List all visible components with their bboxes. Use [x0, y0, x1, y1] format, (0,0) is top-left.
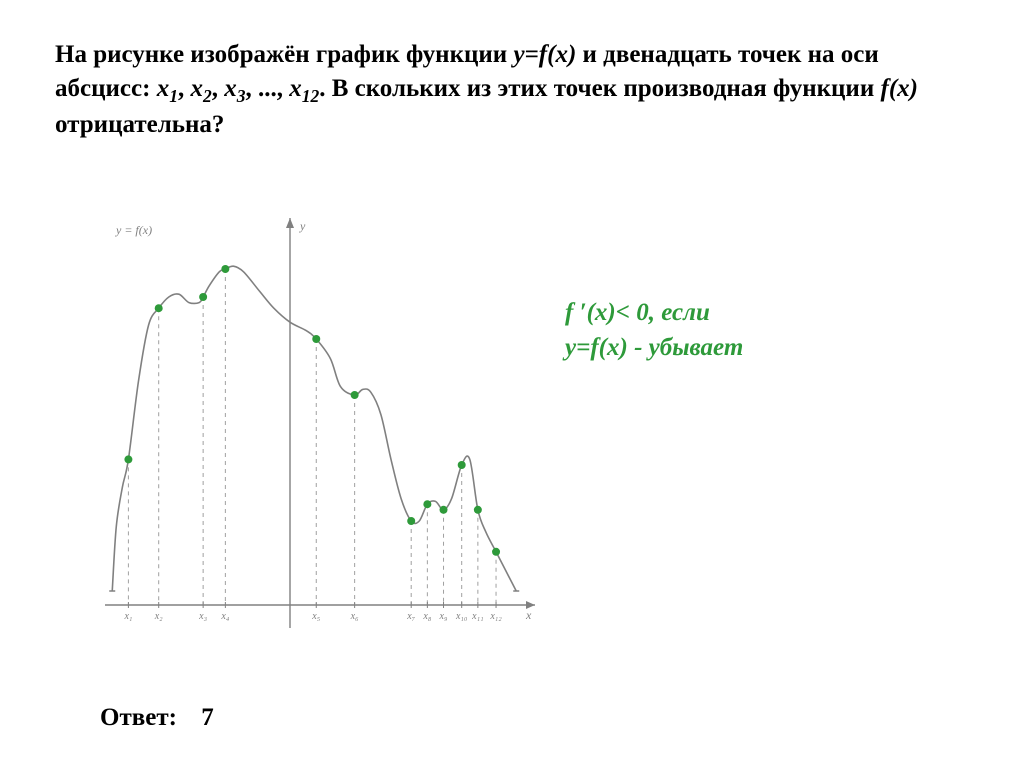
note-line-1: f ′(x)< 0, если: [565, 295, 945, 330]
svg-text:x: x: [525, 608, 532, 622]
svg-text:x₃: x₃: [198, 611, 207, 622]
svg-text:x₅: x₅: [311, 611, 320, 622]
derivative-note: f ′(x)< 0, если y=f(x) - убывает: [565, 295, 945, 365]
page: На рисунке изображён график функции y=f(…: [0, 0, 1024, 767]
answer-label: Ответ:: [100, 704, 177, 731]
note-line-2: y=f(x) - убывает: [565, 330, 945, 365]
svg-text:y: y: [299, 219, 306, 233]
svg-text:x₁: x₁: [123, 611, 132, 622]
svg-text:x₁₁: x₁₁: [471, 611, 483, 622]
question-text: На рисунке изображён график функции y=f(…: [55, 38, 975, 142]
svg-text:x₇: x₇: [406, 611, 415, 622]
answer-value: 7: [201, 704, 214, 731]
answer-block: Ответ: 7: [100, 704, 214, 732]
chart: y x y = f(x) x₁ x₂ x₃ x₄ x₅ x₆ x₇ x₈ x₉ x₁₀x₁₁ x₁₂: [100, 210, 540, 640]
chart-svg: y x y = f(x) x₁ x₂ x₃ x₄ x₅ x₆ x₇ x₈ x₉ x₁₀x₁₁ x₁₂: [100, 210, 540, 640]
svg-text:x₁₂: x₁₂: [489, 611, 502, 622]
svg-text:y = f(x): y = f(x): [115, 223, 152, 237]
svg-text:x₂: x₂: [154, 611, 163, 622]
svg-text:x₆: x₆: [350, 611, 359, 622]
svg-text:x₈: x₈: [422, 611, 431, 622]
svg-text:x₁₀: x₁₀: [455, 611, 468, 622]
svg-text:x₄: x₄: [220, 611, 229, 622]
svg-text:x₉: x₉: [439, 611, 448, 622]
